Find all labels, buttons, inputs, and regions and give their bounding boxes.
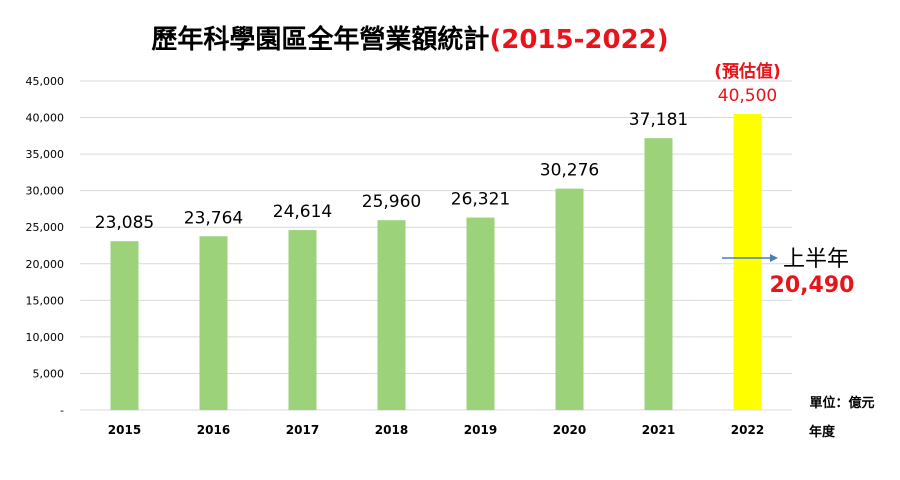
grid: [80, 80, 792, 411]
data-label: 24,614: [273, 202, 332, 222]
bar: [288, 230, 317, 410]
x-tick-label: 2018: [375, 423, 408, 437]
y-tick-label: 40,000: [26, 112, 65, 125]
y-tick-label: 15,000: [26, 294, 65, 307]
y-tick-label: -: [60, 404, 64, 417]
arrow-right-icon: [770, 254, 778, 262]
x-tick-label: 2017: [286, 423, 319, 437]
estimate-note: (預估值): [714, 61, 781, 82]
x-tick-label: 2022: [731, 423, 764, 437]
y-tick-label: 25,000: [26, 221, 65, 234]
chart-title: 歷年科學園區全年營業額統計(2015-2022): [151, 24, 668, 55]
y-tick-label: 35,000: [26, 148, 65, 161]
bar: [199, 236, 228, 410]
y-tick-label: 10,000: [26, 331, 65, 344]
y-tick-label: 5,000: [33, 367, 65, 380]
y-tick-label: 20,000: [26, 258, 65, 271]
unit-label: 單位：億元: [809, 395, 874, 411]
bar-estimate: [733, 113, 762, 411]
x-tick-label: 2016: [197, 423, 230, 437]
data-label: 23,764: [184, 208, 243, 228]
x-tick-label: 2019: [464, 423, 497, 437]
data-label: 25,960: [362, 192, 421, 212]
bar: [466, 217, 495, 410]
x-tick-label: 2020: [553, 423, 586, 437]
y-tick-label: 45,000: [26, 75, 65, 88]
data-label: 23,085: [95, 213, 154, 233]
bar: [110, 241, 139, 410]
data-label: 26,321: [451, 190, 510, 210]
chart-title-year-range: (2015-2022): [489, 25, 668, 55]
annotation-label: 上半年: [783, 247, 849, 272]
first-half-annotation: 上半年 20,490: [722, 247, 854, 298]
data-label: 37,181: [629, 110, 688, 130]
x-tick-label: 2021: [642, 423, 675, 437]
y-axis: - 5,000 10,000 15,000 20,000 25,000 30,000 35,0…: [26, 75, 65, 417]
y-tick-label: 30,000: [26, 185, 65, 198]
x-axis: 2015 2016 2017 2018 2019 2020 2021 2022: [108, 423, 764, 437]
chart-title-main: 歷年科學園區全年營業額統計: [151, 24, 489, 55]
bar: [555, 188, 584, 410]
bars: 23,085 23,764 24,614 25,960 26,321 30,276 37,1…: [95, 61, 781, 411]
x-axis-title: 年度: [809, 424, 836, 440]
annotation-value: 20,490: [770, 273, 855, 298]
bar: [377, 220, 406, 410]
bar: [644, 138, 673, 410]
data-label: 40,500: [718, 86, 777, 106]
x-tick-label: 2015: [108, 423, 141, 437]
data-label: 30,276: [540, 161, 599, 181]
